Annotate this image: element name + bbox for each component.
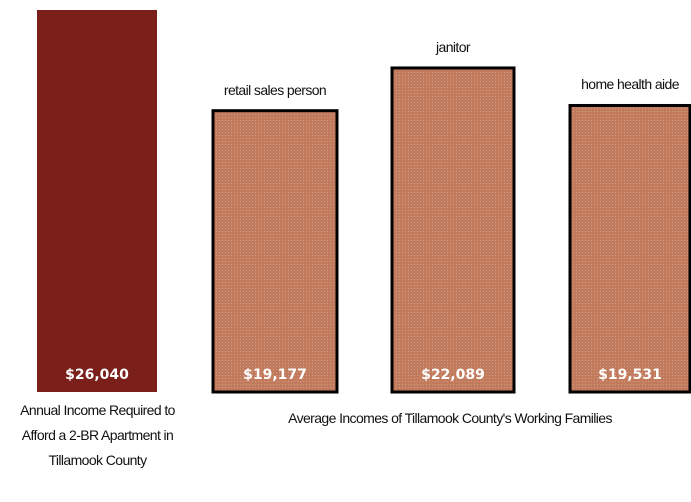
bar-hatch xyxy=(572,107,688,391)
value-label: $19,177 xyxy=(243,367,307,383)
bar-hatch xyxy=(215,112,335,391)
caption: Average Incomes of Tillamook County's Wo… xyxy=(288,410,612,426)
category-label: retail sales person xyxy=(223,81,327,98)
bar-hatch xyxy=(394,69,512,390)
caption: Annual Income Required to Afford a 2-BR … xyxy=(20,402,175,468)
category-label: home health aide xyxy=(581,76,679,93)
category-label: janitor xyxy=(436,38,471,55)
value-label: $22,089 xyxy=(421,367,485,383)
value-label: $19,531 xyxy=(598,367,662,383)
bar xyxy=(37,10,157,392)
value-label: $26,040 xyxy=(65,367,129,383)
